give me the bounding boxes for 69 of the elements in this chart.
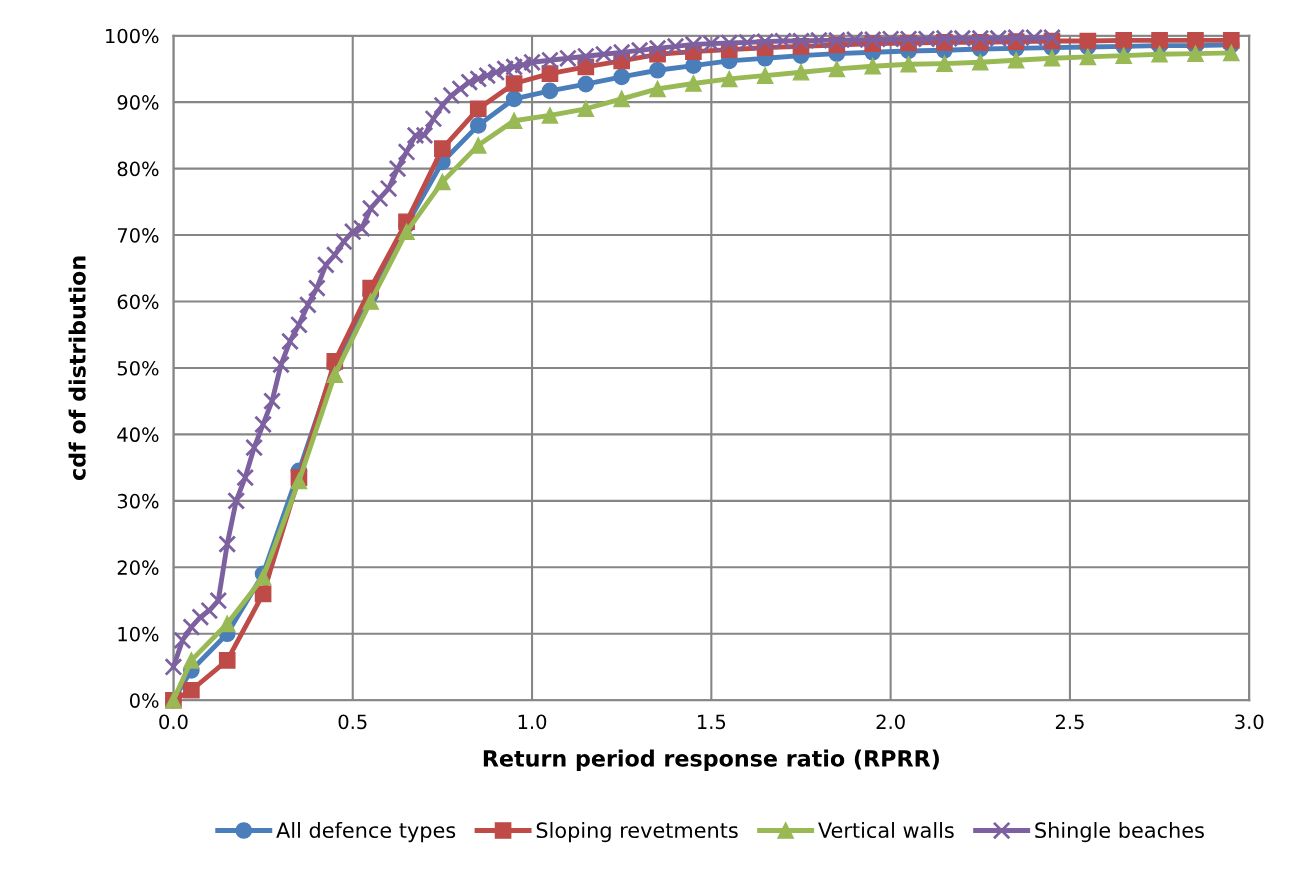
- point: [541, 82, 559, 100]
- point: [469, 117, 487, 134]
- point: [362, 293, 379, 310]
- point: [1222, 44, 1240, 62]
- point: [218, 652, 236, 669]
- point: [864, 57, 882, 75]
- y-tick-label: 60%: [117, 294, 159, 310]
- point: [326, 366, 344, 383]
- y-tick-label: 90%: [117, 95, 159, 110]
- y-tick-label: 40%: [117, 427, 159, 443]
- point: [720, 70, 738, 88]
- point: [1079, 48, 1097, 66]
- point: [541, 65, 559, 82]
- point: [1187, 45, 1204, 62]
- x-tick-label: 0.5: [338, 714, 367, 730]
- point: [649, 61, 666, 79]
- point: [505, 90, 523, 108]
- x-tick-label: 1.0: [518, 714, 547, 730]
- point: [218, 615, 236, 633]
- point: [828, 60, 846, 78]
- point: [290, 472, 308, 490]
- x-tick-label: 3.0: [1235, 714, 1264, 730]
- point: [505, 75, 523, 92]
- point: [1079, 32, 1097, 50]
- point: [183, 681, 200, 699]
- y-tick-label: 100%: [106, 28, 159, 44]
- y-tick-label: 70%: [117, 228, 159, 243]
- point: [936, 55, 953, 72]
- point: [541, 107, 559, 124]
- x-tick-label: 1.5: [698, 714, 726, 730]
- point: [613, 68, 631, 86]
- point: [1007, 51, 1025, 69]
- point: [971, 53, 989, 71]
- point: [613, 90, 631, 108]
- point: [1151, 31, 1168, 49]
- point: [398, 223, 415, 241]
- legend-label: Sloping revetments: [536, 821, 738, 843]
- point: [1187, 31, 1204, 49]
- point: [1043, 49, 1061, 67]
- point: [792, 63, 810, 81]
- point: [469, 100, 487, 118]
- y-tick-label: 50%: [117, 360, 159, 376]
- x-tick-label: 0.0: [159, 714, 188, 730]
- point: [183, 652, 200, 669]
- x-tick-label: 2.5: [1055, 714, 1084, 730]
- point: [649, 80, 666, 98]
- point: [1115, 31, 1133, 49]
- legend-label: Vertical walls: [818, 821, 954, 839]
- x-tick-label: 2.0: [876, 714, 905, 730]
- legend-label: All defence types: [276, 821, 456, 843]
- y-tick-label: 0%: [129, 693, 159, 708]
- y-axis-title: cdf of distribution: [68, 256, 86, 481]
- point: [1222, 31, 1240, 49]
- point: [1151, 45, 1168, 63]
- point: [1115, 47, 1133, 64]
- point: [577, 75, 595, 93]
- x-axis-title: Return period response ratio (RPRR): [483, 749, 939, 772]
- point: [685, 75, 702, 92]
- y-tick-label: 20%: [117, 560, 159, 575]
- point: [756, 67, 774, 84]
- point: [434, 140, 451, 157]
- point: [434, 173, 451, 191]
- y-tick-label: 80%: [117, 161, 159, 177]
- legend-label: Shingle beaches: [1035, 821, 1204, 843]
- point: [505, 112, 523, 130]
- point: [577, 100, 595, 118]
- y-tick-label: 30%: [117, 493, 159, 509]
- y-tick-label: 10%: [118, 626, 159, 642]
- point: [900, 55, 917, 73]
